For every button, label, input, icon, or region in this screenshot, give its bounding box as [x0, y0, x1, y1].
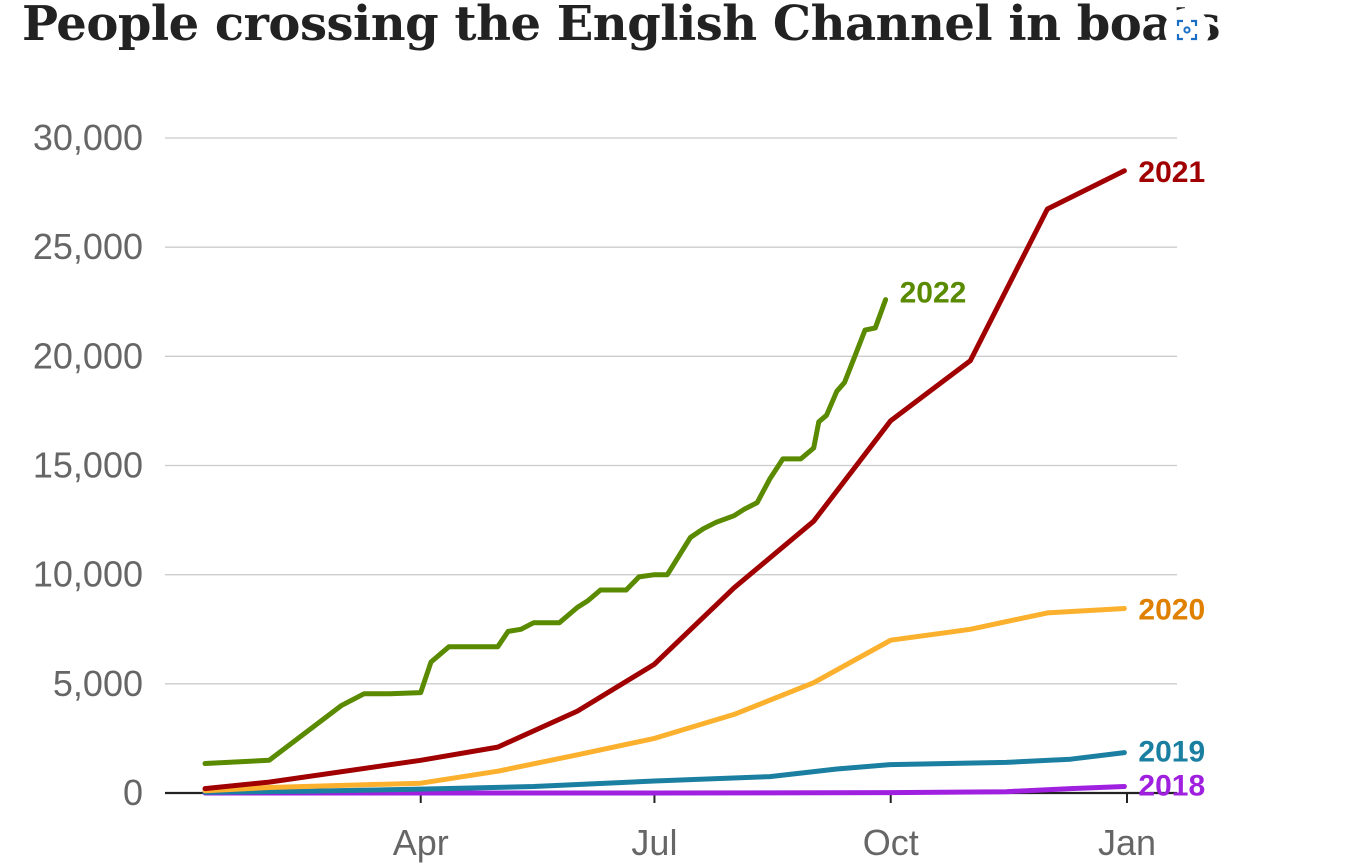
series-line-2019: [202, 750, 1127, 795]
x-tick-label: Oct: [863, 822, 919, 863]
series-line-2020: [202, 606, 1127, 794]
y-tick-label: 25,000: [33, 226, 143, 267]
y-tick-label: 15,000: [33, 445, 143, 486]
y-tick-label: 30,000: [33, 117, 143, 158]
x-tick-label: Jul: [631, 822, 677, 863]
series-label-2020: 2020: [1138, 594, 1205, 627]
series-label-2018: 2018: [1138, 769, 1205, 802]
page-title: People crossing the English Channel in b…: [22, 0, 1221, 52]
x-tick-label: Apr: [393, 822, 449, 863]
y-tick-label: 10,000: [33, 554, 143, 595]
series-label-2022: 2022: [900, 277, 967, 310]
expand-button[interactable]: [1164, 8, 1210, 52]
series-line-2018: [202, 784, 1127, 796]
y-tick-label: 5,000: [53, 663, 143, 704]
series-line-2021: [202, 168, 1127, 792]
series-line-2022: [202, 297, 889, 766]
y-tick-label: 0: [123, 772, 143, 813]
expand-icon: [1176, 19, 1198, 41]
x-tick-label: Jan: [1098, 822, 1156, 863]
y-tick-label: 20,000: [33, 335, 143, 376]
series-label-2021: 2021: [1138, 156, 1205, 189]
series-label-2019: 2019: [1138, 736, 1205, 769]
